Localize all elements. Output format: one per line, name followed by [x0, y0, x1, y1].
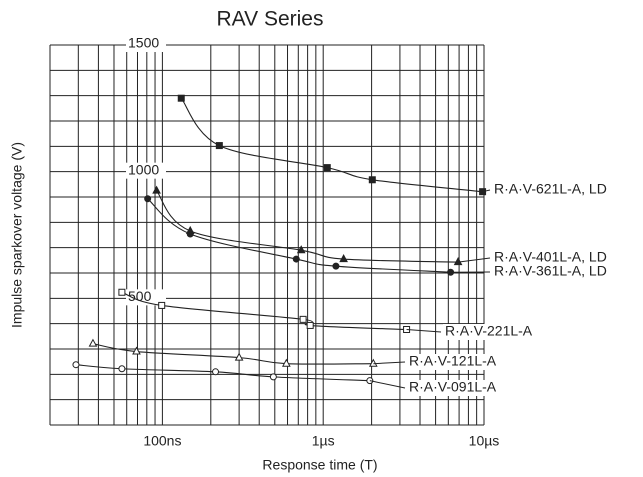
x-tick-label: 1µs	[312, 433, 335, 449]
marker	[212, 368, 220, 376]
marker	[453, 257, 463, 266]
x-tick-label: 100ns	[143, 433, 181, 449]
marker	[292, 255, 300, 263]
x-axis-title: Response time (T)	[262, 457, 377, 473]
marker	[282, 358, 291, 367]
marker	[144, 195, 152, 203]
legend-bg	[492, 250, 642, 266]
label-leader	[406, 328, 442, 333]
legend-bg	[407, 354, 557, 370]
y-tick-label: 500	[128, 288, 152, 304]
legend-bg	[443, 324, 593, 340]
marker	[368, 358, 378, 367]
marker	[152, 185, 161, 194]
marker	[118, 288, 126, 296]
marker	[339, 254, 348, 263]
legend-label: R·A·V-121L-A	[409, 353, 497, 369]
y-tick-label-bg	[126, 162, 166, 179]
marker	[177, 94, 185, 102]
marker	[158, 301, 166, 309]
y-tick-label-bg	[126, 289, 166, 306]
y-axis-title: Impulse sparkover voltage (V)	[9, 142, 25, 328]
y-tick-label: 1000	[128, 161, 159, 177]
marker	[299, 315, 307, 323]
marker	[72, 361, 80, 369]
marker	[368, 176, 376, 184]
y-tick-label: 1500	[128, 35, 159, 51]
marker	[296, 245, 306, 254]
legend-bg	[492, 264, 642, 280]
legend-label: R·A·V-361L-A, LD	[494, 263, 607, 279]
marker	[186, 230, 194, 238]
x-tick-label: 10µs	[469, 433, 500, 449]
marker	[269, 373, 277, 381]
marker	[132, 346, 141, 355]
marker	[234, 352, 244, 361]
y-tick-label-bg	[126, 36, 166, 52]
label-leader	[482, 189, 491, 193]
marker	[332, 262, 340, 270]
chart-title: RAV Series	[217, 8, 324, 31]
marker	[306, 321, 314, 329]
legend-label: R·A·V-401L-A, LD	[494, 249, 607, 265]
legend-bg	[407, 380, 557, 396]
series-curve	[180, 97, 483, 193]
marker	[118, 365, 126, 373]
legend-label: R·A·V-091L-A	[409, 379, 497, 395]
legend-label: R·A·V-621L-A, LD	[494, 181, 607, 197]
label-leader	[369, 380, 406, 389]
marker	[215, 142, 223, 150]
legend-label: R·A·V-221L-A	[445, 323, 533, 339]
legend-bg	[492, 182, 642, 198]
marker	[323, 164, 331, 172]
marker	[88, 338, 98, 347]
label-leader	[458, 257, 491, 263]
label-leader	[373, 361, 406, 365]
